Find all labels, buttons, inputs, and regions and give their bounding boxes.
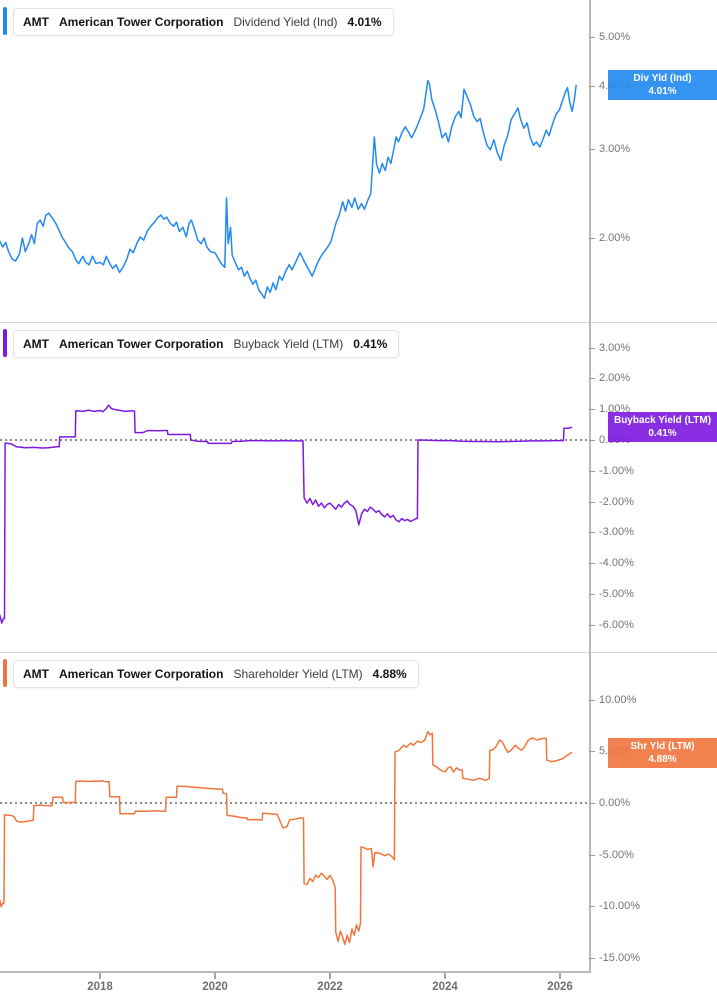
badge-0: Div Yld (Ind) 4.01% <box>608 70 717 101</box>
x-year-tick <box>99 973 101 979</box>
y-axis-line <box>589 0 591 973</box>
series-line <box>0 79 577 299</box>
badge-label: Shr Yld (LTM) <box>630 740 695 752</box>
y-tick-label: 5.00% <box>599 31 631 44</box>
y-tick-label: -10.00% <box>599 900 640 913</box>
y-tick-label: 0.00% <box>599 797 631 809</box>
y-tick-mark <box>589 803 595 804</box>
y-tick-mark <box>589 378 595 380</box>
y-tick-label: 10.00% <box>599 693 637 706</box>
y-tick-label: -1.00% <box>599 464 634 477</box>
y-tick-mark <box>589 957 595 959</box>
panel-separator <box>0 652 717 653</box>
y-tick-label: -5.00% <box>599 848 634 861</box>
badge-label: Div Yld (Ind) <box>633 73 692 85</box>
badge-1: Buyback Yield (LTM) 0.41% <box>608 412 717 443</box>
dividend-accent-bar <box>3 7 7 35</box>
x-year-label: 2020 <box>202 981 228 993</box>
company-label: American Tower Corporation <box>59 337 224 351</box>
y-tick-mark <box>589 563 595 565</box>
zero-dotted-line <box>0 802 589 804</box>
buyback-chart-title[interactable]: AMT American Tower Corporation Buyback Y… <box>13 330 400 358</box>
panel-separator <box>0 322 717 323</box>
y-tick-label: -15.00% <box>599 951 640 964</box>
y-tick-mark <box>589 624 595 626</box>
plot-area-buyback-yield-ltm-[interactable] <box>0 322 589 652</box>
y-tick-mark <box>589 906 595 908</box>
metric-label: Shareholder Yield (LTM) <box>233 667 363 681</box>
y-tick-mark <box>589 751 595 753</box>
x-year-label: 2024 <box>432 981 458 993</box>
dividend-chart-title[interactable]: AMT American Tower Corporation Dividend … <box>13 8 394 36</box>
x-year-label: 2026 <box>547 981 573 993</box>
x-axis-line <box>0 971 591 973</box>
y-tick-mark <box>589 149 595 151</box>
x-year-tick <box>444 973 446 979</box>
metric-value: 4.01% <box>347 15 382 29</box>
badge-value: 4.01% <box>648 86 677 98</box>
y-tick-mark <box>589 854 595 856</box>
metric-value: 0.41% <box>353 337 388 351</box>
shareholder-chart-title[interactable]: AMT American Tower Corporation Sharehold… <box>13 660 419 688</box>
y-tick-label: -3.00% <box>599 526 634 539</box>
metric-value: 4.88% <box>372 667 407 681</box>
x-year-tick <box>214 973 216 979</box>
y-tick-mark <box>589 37 595 39</box>
y-tick-mark <box>589 501 595 503</box>
y-tick-mark <box>589 699 595 701</box>
series-line <box>0 404 573 624</box>
y-tick-mark <box>589 440 595 441</box>
ticker-label: AMT <box>23 667 49 681</box>
badge-2: Shr Yld (LTM) 4.88% <box>608 737 717 768</box>
y-tick-mark <box>589 593 595 595</box>
plot-area-shareholder-yield-ltm-[interactable] <box>0 652 589 973</box>
badge-label: Buyback Yield (LTM) <box>613 415 712 427</box>
x-year-label: 2022 <box>317 981 343 993</box>
y-tick-label: -2.00% <box>599 495 634 508</box>
y-tick-label: 3.00% <box>599 143 631 156</box>
shareholder-accent-bar <box>3 659 7 687</box>
company-label: American Tower Corporation <box>59 667 224 681</box>
y-tick-mark <box>589 238 595 239</box>
ticker-label: AMT <box>23 15 49 29</box>
y-tick-mark <box>589 470 595 472</box>
zero-dotted-line <box>0 439 589 441</box>
y-tick-mark <box>589 347 595 349</box>
y-tick-label: -4.00% <box>599 557 634 570</box>
plot-area-dividend-yield-ind-[interactable] <box>0 0 589 322</box>
badge-value: 4.88% <box>648 753 677 765</box>
series-line <box>0 730 573 946</box>
y-tick-label: 1.00% <box>599 403 631 416</box>
y-tick-mark <box>589 532 595 534</box>
buyback-accent-bar <box>3 329 7 357</box>
x-year-label: 2018 <box>87 981 113 993</box>
metric-label: Buyback Yield (LTM) <box>233 337 344 351</box>
y-tick-label: 2.00% <box>599 372 631 385</box>
y-tick-label: -6.00% <box>599 618 634 631</box>
y-tick-label: 3.00% <box>599 341 631 354</box>
y-tick-label: -5.00% <box>599 587 634 600</box>
metric-label: Dividend Yield (Ind) <box>233 15 338 29</box>
x-year-tick <box>329 973 331 979</box>
ticker-label: AMT <box>23 337 49 351</box>
badge-value: 0.41% <box>648 428 677 440</box>
x-year-tick <box>559 973 561 979</box>
y-tick-label: 2.00% <box>599 232 631 244</box>
y-tick-mark <box>589 85 595 87</box>
company-label: American Tower Corporation <box>59 15 224 29</box>
y-tick-mark <box>589 409 595 411</box>
